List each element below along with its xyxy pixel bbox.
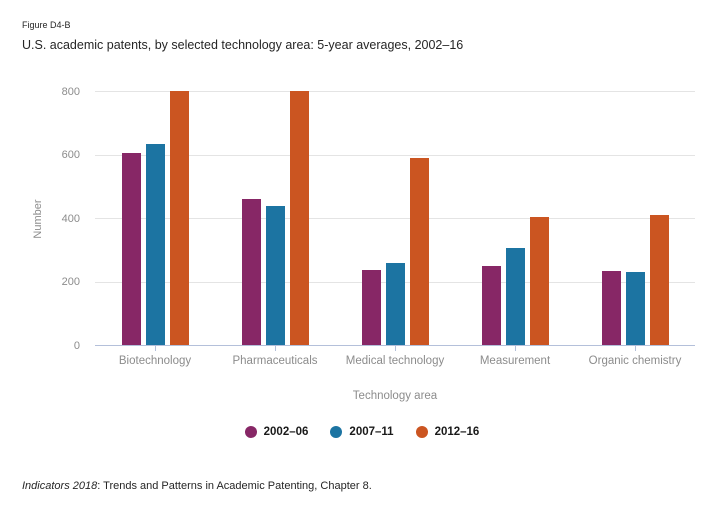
legend-label: 2007–11 [349, 426, 394, 438]
figure-label: Figure D4-B [22, 20, 71, 30]
legend-item-2012–16: 2012–16 [415, 426, 480, 438]
category-label: Medical technology [345, 355, 445, 367]
gridline-800 [95, 91, 695, 92]
category-label: Pharmaceuticals [232, 355, 318, 367]
bar-biotechnology-2007–11 [145, 144, 165, 346]
chart-title: U.S. academic patents, by selected techn… [22, 38, 464, 52]
category-label: Organic chemistry [588, 355, 682, 367]
bar-measurement-2012–16 [529, 216, 549, 346]
bar-group-pharmaceuticals [215, 91, 335, 346]
x-tick-measurement [514, 346, 516, 351]
x-axis-title: Technology area [352, 390, 438, 402]
y-tick-label-400: 400 [61, 212, 80, 225]
bar-medical-technology-2002–06 [361, 270, 381, 346]
legend-dot-icon [415, 426, 428, 438]
y-axis-title: Number [32, 199, 44, 239]
bar-medical-technology-2012–16 [409, 158, 429, 346]
bar-group-biotechnology [95, 91, 215, 346]
x-tick-organic-chemistry [634, 346, 636, 351]
source-text-part: : Trends and Patterns in Academic Patent… [97, 480, 372, 492]
bar-group-medical-technology [335, 92, 455, 346]
source-note: Indicators 2018: Trends and Patterns in … [22, 480, 372, 492]
bar-measurement-2002–06 [481, 265, 501, 346]
bar-measurement-2007–11 [505, 248, 525, 346]
legend-label: 2012–16 [434, 426, 480, 438]
bar-organic-chemistry-2002–06 [601, 270, 621, 346]
legend-item-2002–06: 2002–06 [244, 426, 309, 438]
category-label: Measurement [479, 355, 551, 367]
y-tick-label-200: 200 [61, 276, 80, 288]
bar-organic-chemistry-2012–16 [649, 215, 669, 346]
source-italic-part: Indicators 2018 [22, 480, 98, 492]
x-tick-medical-technology [394, 346, 396, 351]
y-tick-label-0: 0 [73, 339, 80, 352]
x-tick-biotechnology [154, 346, 156, 351]
bar-medical-technology-2007–11 [385, 262, 405, 346]
legend-dot-icon [330, 426, 343, 438]
legend: 2002–06 2007–11 2012–16 [0, 426, 724, 438]
x-tick-pharmaceuticals [274, 346, 276, 351]
gridline-600 [95, 154, 695, 156]
category-label: Biotechnology [118, 355, 192, 367]
x-axis-line [95, 345, 695, 346]
bar-pharmaceuticals-2007–11 [265, 205, 285, 346]
y-tick-label-600: 600 [61, 149, 80, 161]
bar-group-organic-chemistry [575, 92, 695, 346]
y-tick-label-800: 800 [61, 85, 80, 98]
bar-pharmaceuticals-2002–06 [241, 198, 261, 346]
legend-item-2007–11: 2007–11 [330, 426, 394, 438]
bar-biotechnology-2002–06 [121, 152, 141, 346]
legend-dot-icon [244, 426, 257, 438]
bar-organic-chemistry-2007–11 [625, 271, 645, 346]
legend-label: 2002–06 [263, 426, 309, 438]
plot-area: 0 200 400 600 800 [62, 86, 695, 352]
gridline-400 [95, 218, 695, 219]
bar-biotechnology-2012–16 [169, 91, 189, 346]
bar-group-measurement [455, 92, 575, 346]
bar-pharmaceuticals-2012–16 [289, 91, 309, 346]
